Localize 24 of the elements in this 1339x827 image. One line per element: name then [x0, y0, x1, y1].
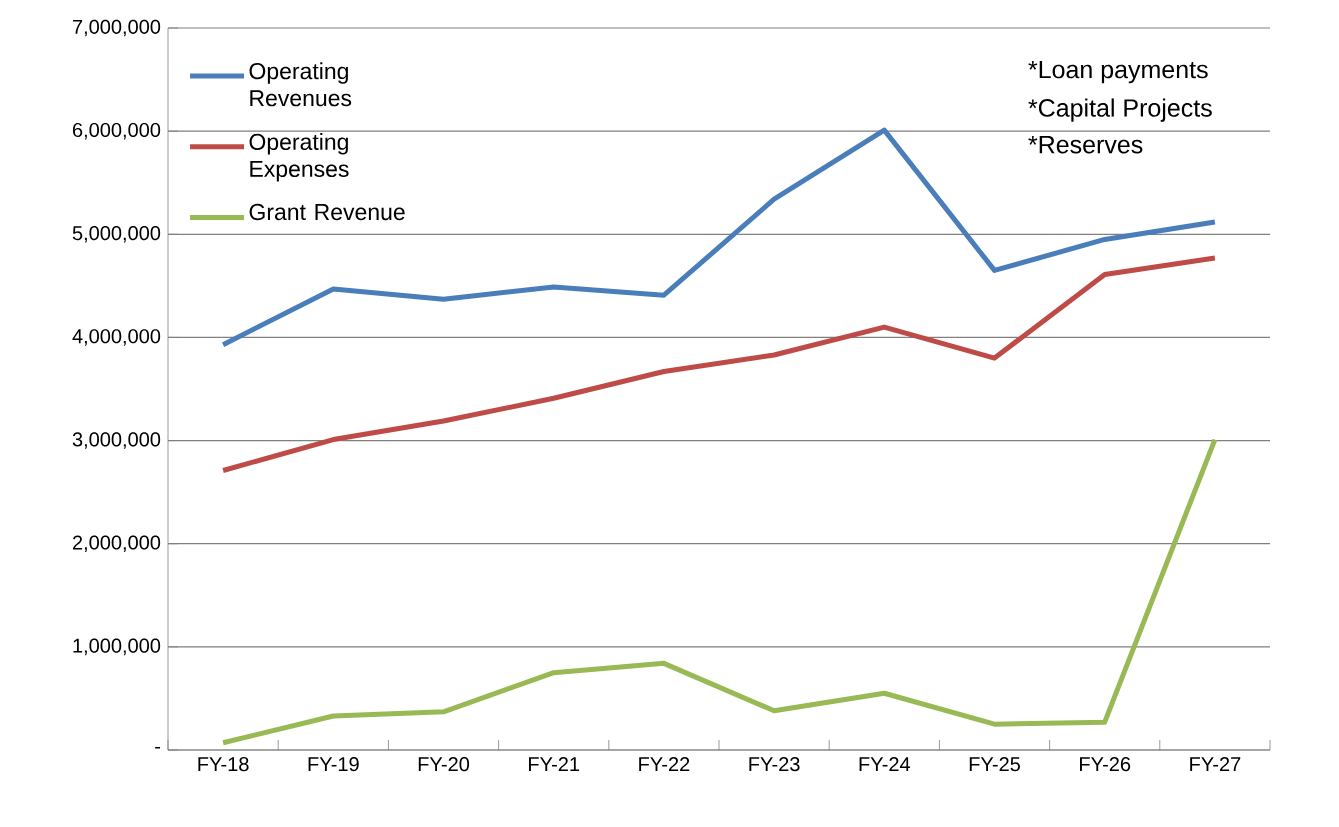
x-tick-label: FY-23 [749, 757, 800, 772]
y-tick-label: 7,000,000 [73, 19, 161, 37]
y-tick-label: 5,000,000 [72, 226, 161, 243]
x-tick-label: FY-24 [859, 757, 911, 772]
legend-label: Grant Revenue [249, 203, 405, 221]
legend-label: Operating Revenues [249, 62, 352, 107]
legend-label: Operating Expenses [249, 133, 349, 182]
y-tick-label: 1,000,000 [73, 638, 161, 656]
x-tick-label: FY-26 [1080, 757, 1131, 772]
x-tick-label: FY-21 [529, 757, 580, 772]
y-tick-label: 2,000,000 [72, 535, 161, 552]
y-tick-label: 3,000,000 [72, 432, 161, 449]
annotation: *Loan payments [1028, 60, 1208, 84]
x-tick-label: FY-20 [418, 757, 470, 772]
x-tick-label: FY-27 [1190, 757, 1241, 772]
annotation: *Capital Projects [1028, 98, 1212, 122]
x-tick-label: FY-22 [639, 757, 690, 772]
x-tick-label: FY-18 [198, 757, 249, 772]
annotation: *Reserves [1028, 136, 1143, 154]
y-tick-label: 6,000,000 [72, 122, 161, 140]
x-tick-label: FY-19 [308, 757, 359, 772]
x-tick-label: FY-25 [969, 757, 1020, 772]
y-tick-label: - [155, 746, 161, 749]
y-tick-label: 4,000,000 [72, 329, 161, 346]
